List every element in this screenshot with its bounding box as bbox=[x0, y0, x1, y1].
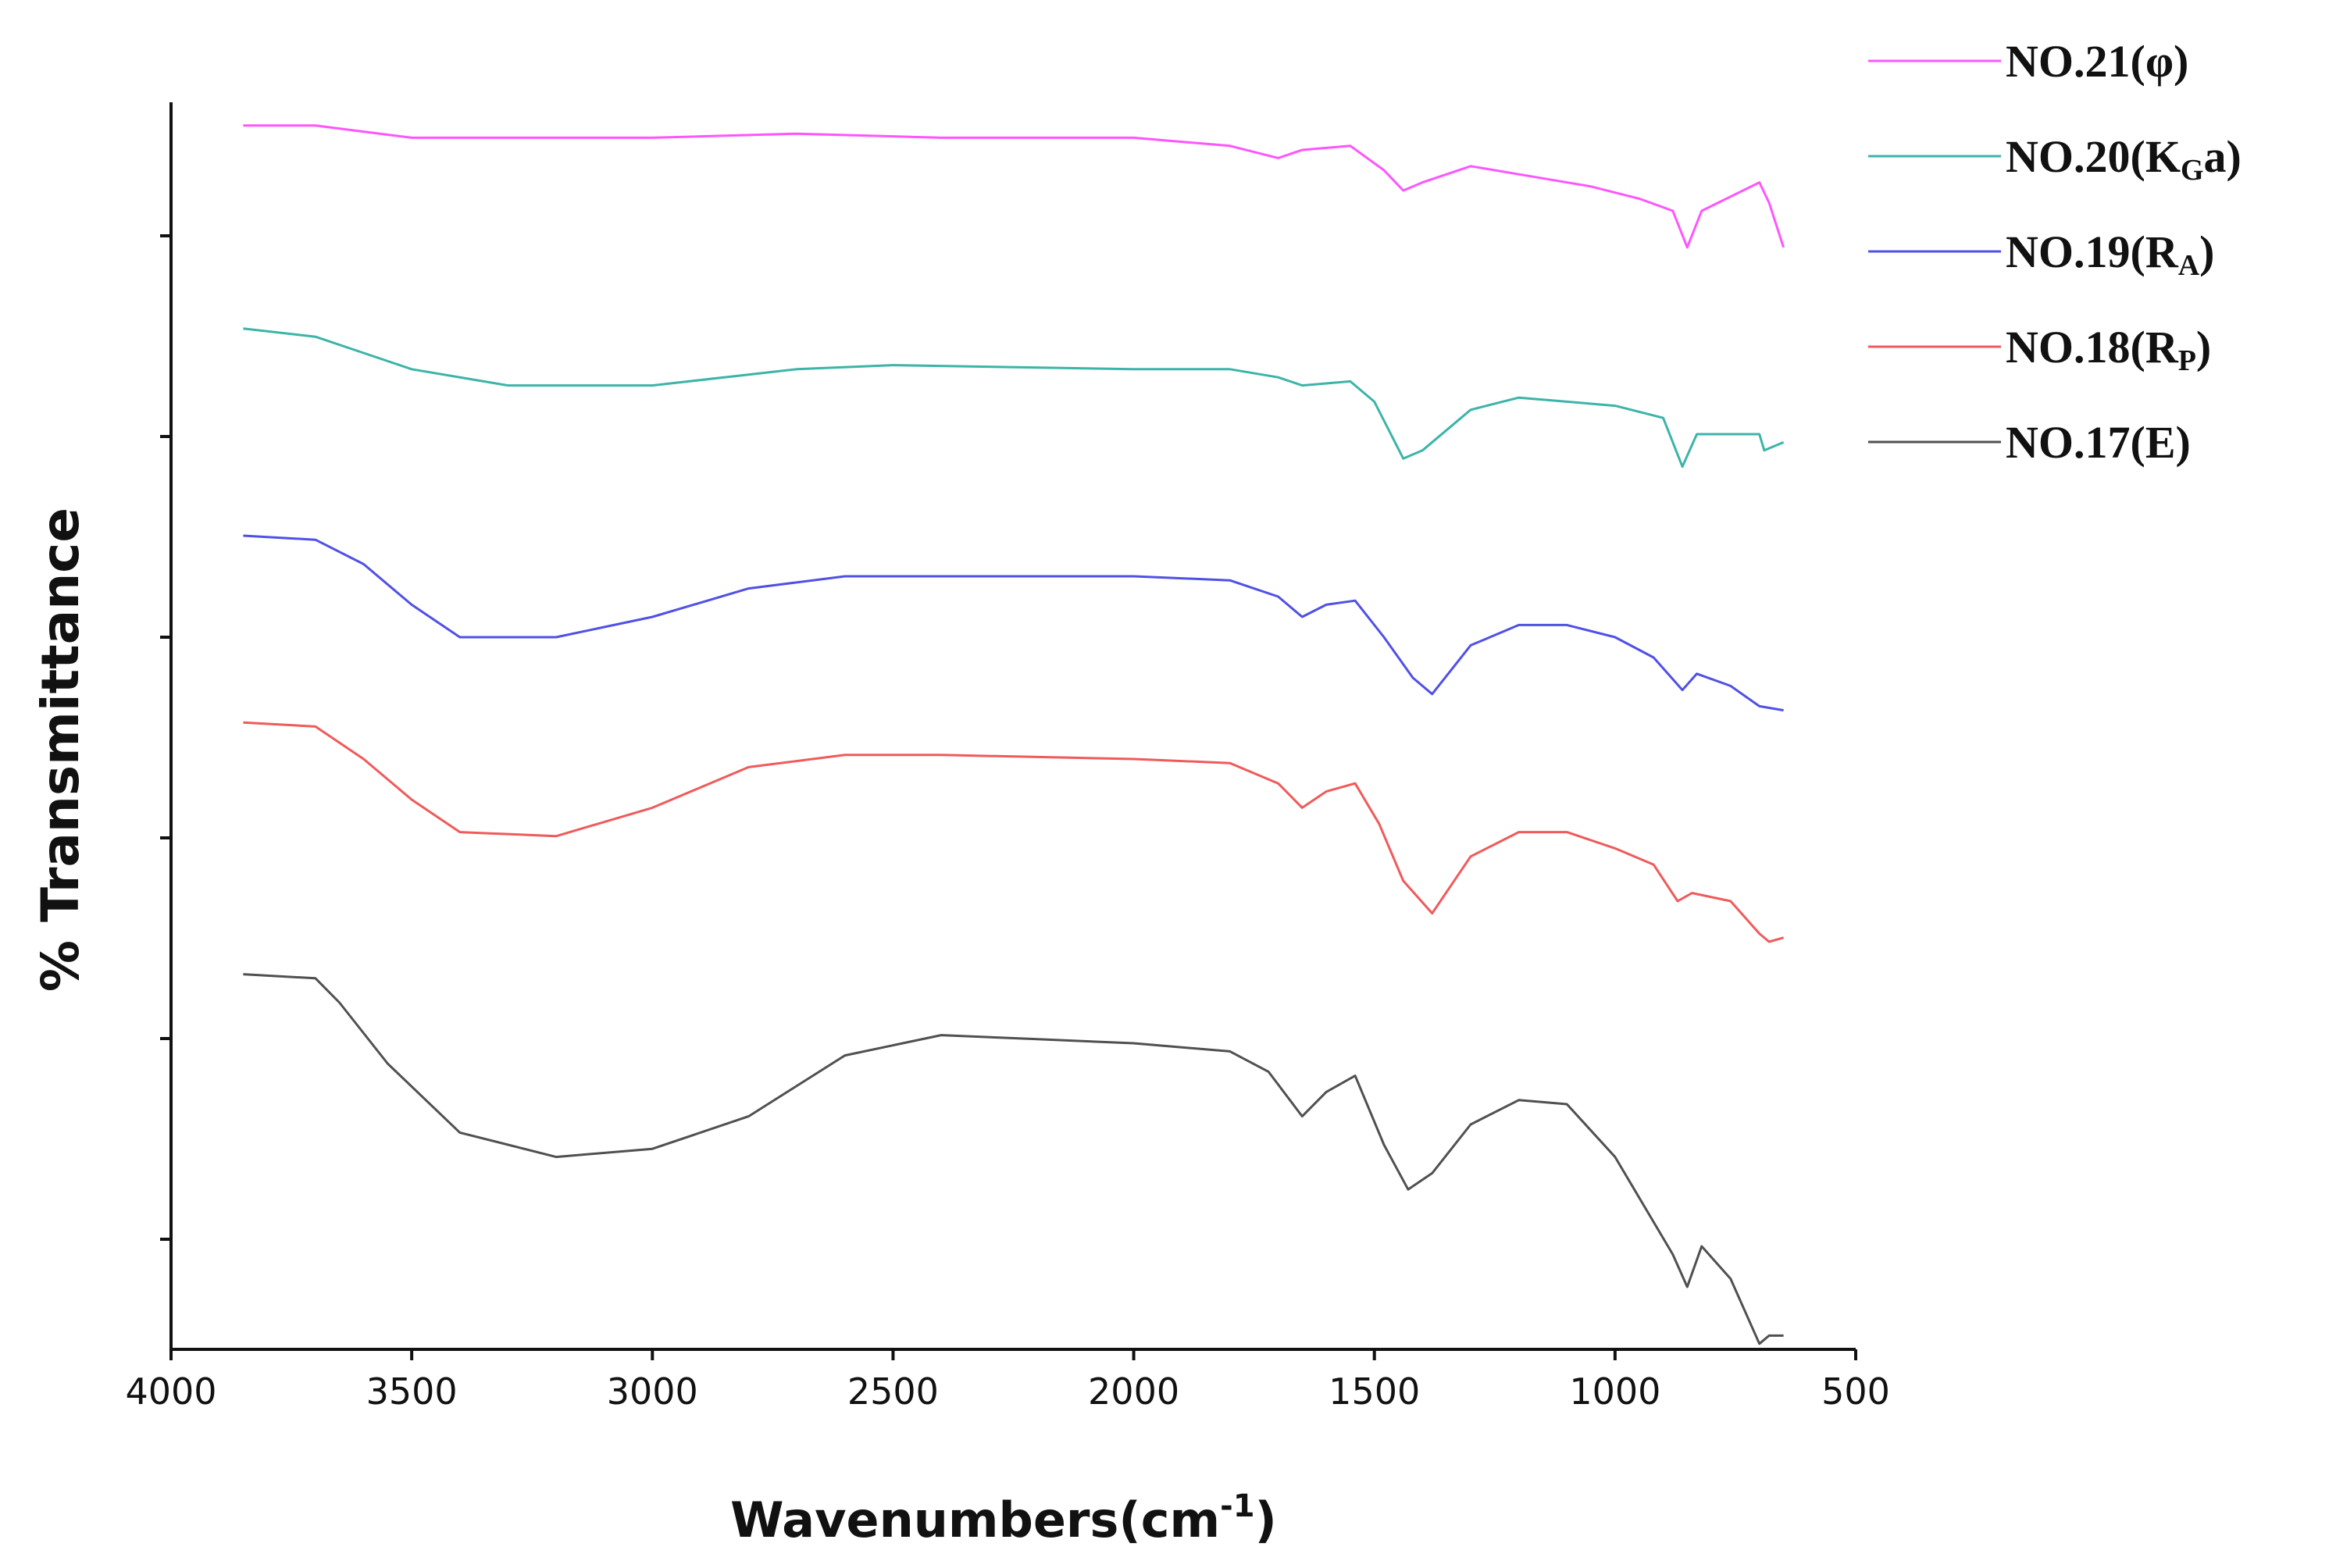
x-tick-label: 3000 bbox=[607, 1370, 698, 1413]
legend-label: NO.17(E) bbox=[2006, 417, 2191, 468]
legend-label-main: NO.21(φ) bbox=[2006, 36, 2188, 87]
legend-label-subscript: A bbox=[2178, 249, 2200, 282]
legend-label-main: NO.17(E) bbox=[2006, 417, 2191, 468]
x-axis-title-close: ) bbox=[1255, 1491, 1277, 1548]
legend-label: NO.18(RP) bbox=[2006, 322, 2211, 377]
legend-label-main: NO.19(R bbox=[2006, 226, 2179, 277]
legend: NO.21(φ)NO.20(KGa)NO.19(RA)NO.18(RP)NO.1… bbox=[1868, 36, 2242, 468]
x-tick-label: 3500 bbox=[366, 1370, 458, 1413]
x-axis-title-superscript: -1 bbox=[1220, 1488, 1254, 1524]
x-axis-title: Wavenumbers(cm-1) bbox=[730, 1488, 1277, 1548]
x-tick-label: 1000 bbox=[1569, 1370, 1660, 1413]
series-line bbox=[243, 327, 1785, 469]
legend-label-after: a) bbox=[2204, 131, 2242, 182]
legend-label-after: ) bbox=[2196, 322, 2211, 372]
series-line bbox=[243, 124, 1785, 249]
y-ticks bbox=[160, 234, 171, 1241]
x-tick-label: 2000 bbox=[1088, 1370, 1179, 1413]
legend-label: NO.20(KGa) bbox=[2006, 131, 2242, 187]
series-line bbox=[243, 534, 1784, 712]
x-ticks: 4000 3500 3000 2500 2000 1500 1000 500 bbox=[125, 1349, 1890, 1413]
x-axis-title-main: Wavenumbers(cm bbox=[730, 1491, 1220, 1548]
legend-label-after: ) bbox=[2199, 226, 2214, 277]
y-axis-title: % Transmittance bbox=[30, 508, 91, 992]
series-group bbox=[243, 124, 1785, 1345]
x-tick-label: 500 bbox=[1821, 1370, 1890, 1413]
series-line bbox=[243, 973, 1784, 1345]
series-line bbox=[243, 721, 1785, 943]
legend-label-main: NO.18(R bbox=[2006, 322, 2179, 372]
x-tick-label: 2500 bbox=[847, 1370, 939, 1413]
legend-label-subscript: G bbox=[2181, 154, 2204, 187]
x-tick-label: 4000 bbox=[125, 1370, 216, 1413]
legend-label-subscript: P bbox=[2178, 344, 2196, 377]
x-tick-label: 1500 bbox=[1329, 1370, 1420, 1413]
legend-label: NO.21(φ) bbox=[2006, 36, 2188, 87]
legend-label: NO.19(RA) bbox=[2006, 226, 2214, 282]
legend-label-main: NO.20(K bbox=[2006, 131, 2181, 182]
